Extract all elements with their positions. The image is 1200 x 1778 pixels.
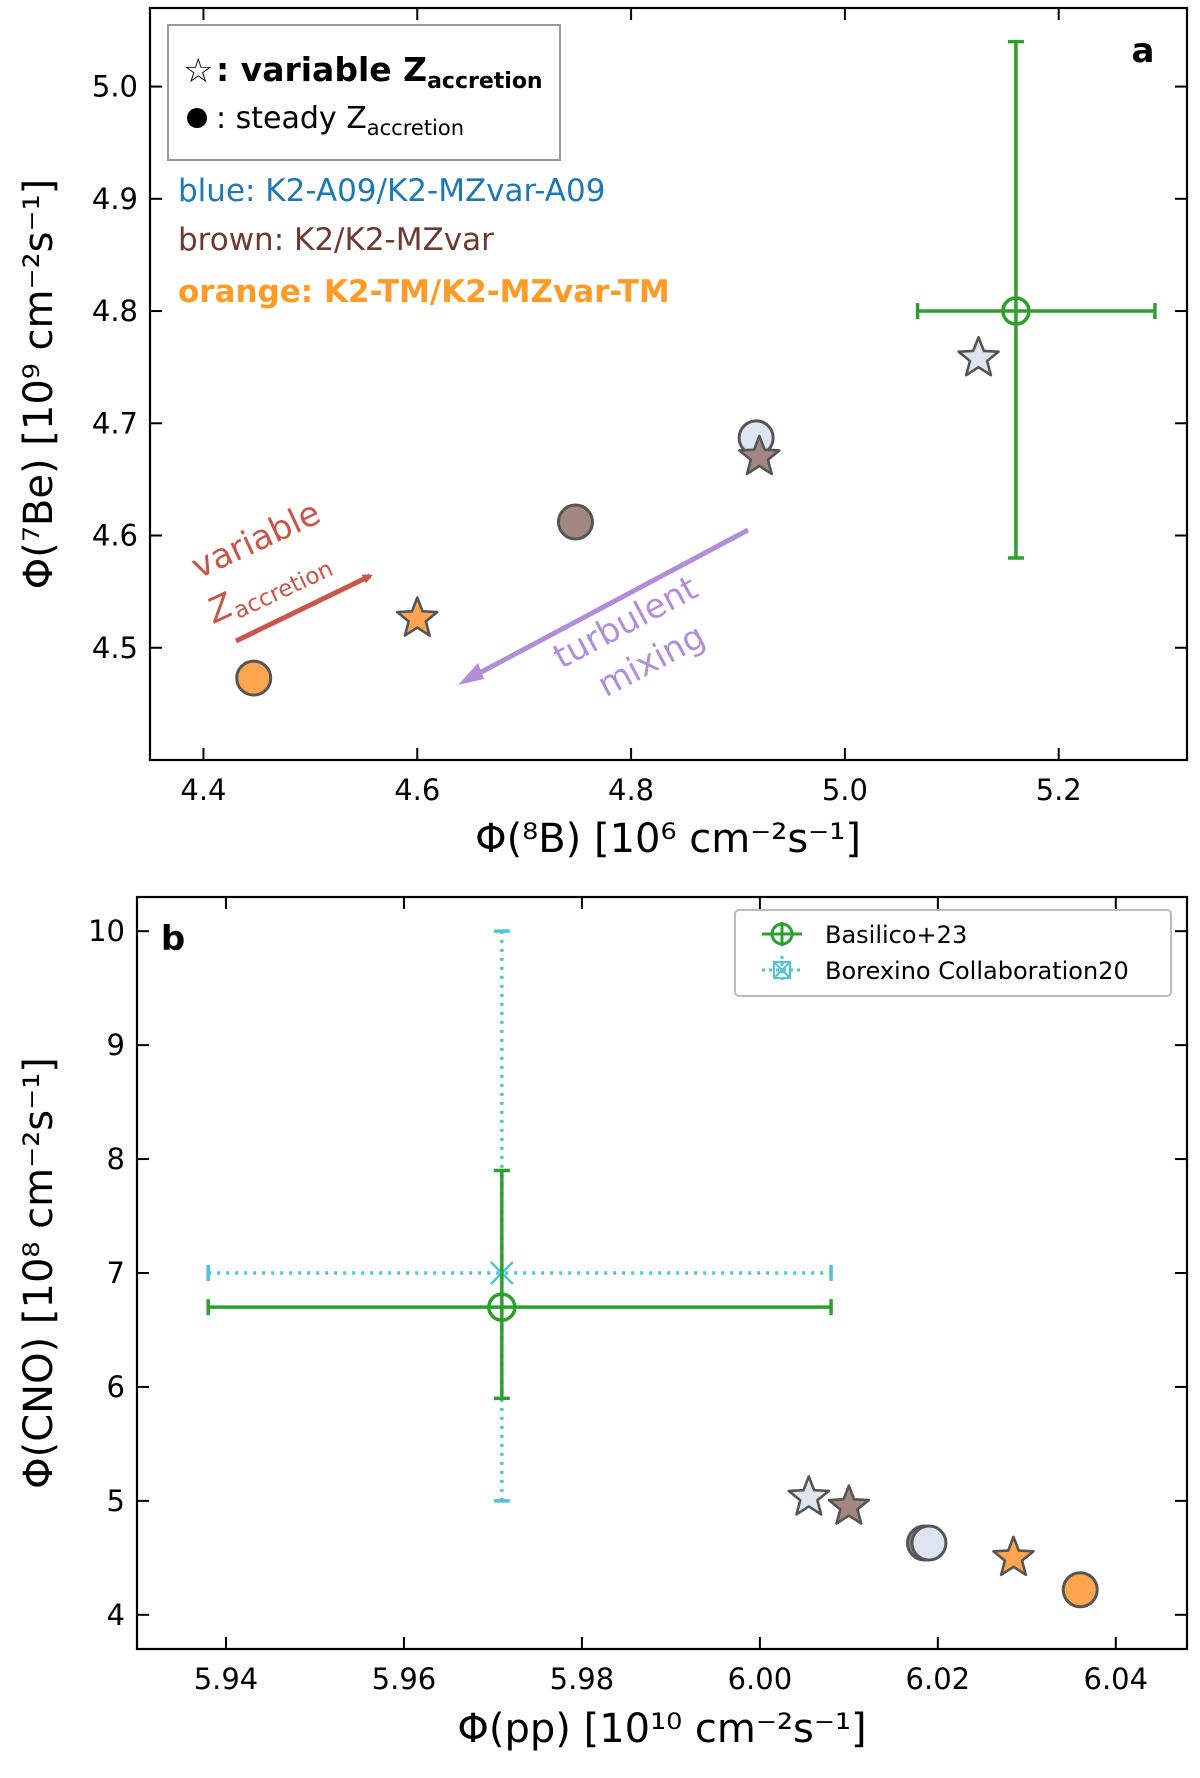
y-tick-label: 6 [107,1370,125,1404]
model-star-orange [396,596,439,637]
x-tick-label: 5.0 [822,773,868,807]
panel-b-models [787,1475,1099,1609]
annotation-turbulent-mixing: turbulent mixing [458,527,750,706]
y-tick-label: 8 [107,1142,125,1176]
y-tick-label: 10 [88,914,125,948]
panel-a-letter: a [1132,31,1155,71]
y-tick-label: 4.5 [92,631,138,665]
x-tick-label: 6.00 [728,1662,793,1696]
panel-b-plot-frame [135,895,1189,1651]
panel-b-observations [206,929,833,1503]
model-circle-blue [910,1524,948,1562]
panel-a-observations [915,39,1157,560]
panel-a-models [235,335,1000,697]
y-tick-label: 4.9 [92,182,138,216]
observation-borexino-collaboration20 [206,929,833,1503]
x-tick-label: 5.2 [1036,773,1082,807]
y-tick-label: 4.8 [92,294,138,328]
model-circle-orange [1061,1571,1099,1609]
x-tick-label: 6.02 [906,1662,971,1696]
legend-star-symbol: ☆ [183,51,213,91]
x-tick-label: 4.4 [180,773,226,807]
observation-basilico-23 [915,39,1157,560]
panel-b-ticks [137,897,1187,1649]
x-tick-label: 5.94 [194,1662,259,1696]
panel-b-tick-labels: 5.94 5.96 5.98 6.00 6.02 6.04 4 5 6 7 8 9 10 [88,914,1148,1696]
panel-a-x-axis-title: Φ(⁸B) [10⁶ cm⁻²s⁻¹] [475,816,861,862]
panel-a: 4.4 4.6 4.8 5.0 5.2 4.5 4.6 4.7 4.8 4.9 5.0 a ☆ : … [16,6,1189,862]
panel-a-marker-legend: ☆ : variable Zaccretion : steady Zaccret… [167,24,561,161]
panel-b: 5.94 5.96 5.98 6.00 6.02 6.04 4 5 6 7 8 9 10 b Basil… [16,895,1189,1752]
model-star-orange [992,1535,1035,1577]
y-tick-label: 4 [107,1598,125,1632]
x-tick-label: 5.98 [550,1662,615,1696]
note-blue: blue: K2-A09/K2-MZvar-A09 [178,173,605,209]
panel-a-y-axis-title: Φ(⁷Be) [10⁹ cm⁻²s⁻¹] [16,179,62,589]
model-circle-brown [556,503,594,541]
model-star-brown [827,1484,871,1525]
legend-circle-text: : steady Zaccretion [216,101,464,140]
legend-star-text: : variable Zaccretion [216,50,543,94]
observation-marker-circle [487,1292,517,1322]
y-tick-label: 5.0 [92,70,138,104]
y-tick-label: 4.6 [92,519,138,553]
x-tick-label: 4.8 [608,773,654,807]
y-tick-label: 5 [107,1484,125,1518]
note-brown: brown: K2/K2-MZvar [178,222,494,258]
observation-marker-circle [1001,296,1031,326]
observation-basilico-23 [206,1168,833,1401]
x-tick-label: 6.04 [1084,1662,1149,1696]
x-tick-label: 5.96 [372,1662,437,1696]
annotation-variable-z: variable Zaccretion [185,493,373,644]
legend-label-basilico: Basilico+23 [825,921,967,949]
y-tick-label: 4.7 [92,406,138,440]
model-circle-orange [235,659,273,697]
legend-entry-borexino: Borexino Collaboration20 [762,956,1129,985]
panel-b-letter: b [161,919,185,959]
legend-circle-symbol [187,108,207,128]
model-star-brown [738,434,781,476]
panel-b-x-axis-title: Φ(pp) [10¹⁰ cm⁻²s⁻¹] [457,1706,866,1752]
panel-a-tick-labels: 4.4 4.6 4.8 5.0 5.2 4.5 4.6 4.7 4.8 4.9 5.0 [92,70,1082,807]
x-tick-label: 4.6 [394,773,440,807]
panel-a-ticks [150,8,1187,760]
y-tick-label: 9 [107,1028,125,1062]
panel-a-plot-frame [148,6,1189,762]
model-star-blue [787,1475,831,1516]
legend-entry-basilico: Basilico+23 [762,921,967,949]
model-star-blue [957,335,1000,377]
panel-b-legend: Basilico+23 Borexino Collaboration20 [734,909,1172,997]
panel-b-y-axis-title: Φ(CNO) [10⁸ cm⁻²s⁻¹] [16,1057,62,1489]
legend-label-borexino: Borexino Collaboration20 [825,957,1129,985]
note-orange: orange: K2-TM/K2-MZvar-TM [178,274,670,310]
y-tick-label: 7 [107,1256,125,1290]
